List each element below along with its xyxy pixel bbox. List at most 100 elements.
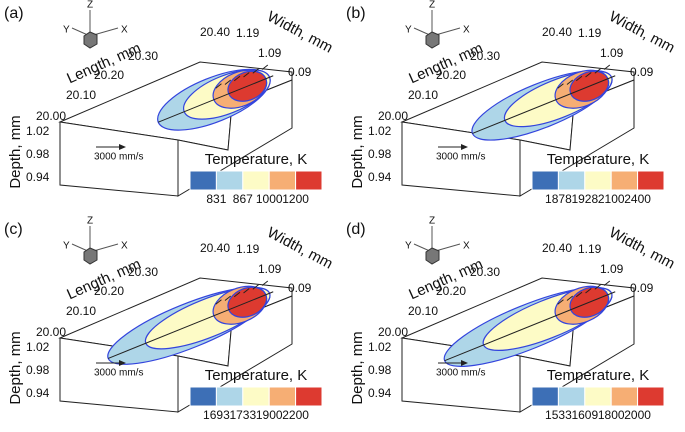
length-tick-label: 20.00 [378, 325, 408, 339]
legend-label: 1928 [571, 192, 598, 206]
legend-label: 1533 [545, 408, 572, 422]
legend-label: 2100 [598, 192, 625, 206]
velocity-label: 3000 mm/s [94, 152, 143, 163]
right-face [177, 79, 293, 197]
flow-vector [252, 68, 259, 74]
flow-vector [603, 280, 611, 286]
legend-swatch [610, 170, 639, 191]
melt-pool [443, 280, 616, 367]
length-tick-label: 20.00 [36, 325, 66, 339]
axis-x-label: X [121, 241, 128, 252]
velocity-arrow-head [461, 144, 468, 150]
depth-tick-label: 0.98 [26, 363, 50, 377]
legend-swatch [295, 386, 323, 407]
axis-z-label: Z [87, 0, 93, 11]
melt-pool [471, 64, 616, 141]
legend-swatch [215, 170, 244, 191]
depth-tick-label: 1.02 [368, 124, 392, 138]
width-tick-label: 0.09 [288, 281, 312, 295]
length-tick-label: 20.30 [470, 265, 500, 279]
legend-title: Temperature, K [547, 367, 650, 384]
melt-pool [157, 64, 274, 131]
panel-label: (b) [346, 5, 366, 22]
depth-tick-label: 0.94 [368, 386, 392, 400]
length-tick-label: 20.20 [94, 68, 124, 82]
length-tick-label: 20.30 [470, 49, 500, 63]
length-tick-label: 20.20 [94, 284, 124, 298]
axis-y-label: Y [63, 25, 70, 36]
length-tick-label: 20.10 [66, 88, 96, 102]
flow-vector [575, 75, 583, 82]
icon-cube [83, 31, 98, 49]
length-tick-label: 20.10 [66, 304, 96, 318]
legend-label: 2000 [624, 408, 651, 422]
legend-swatch [637, 170, 665, 191]
pool-axis [472, 75, 616, 134]
legend-swatch [242, 170, 270, 191]
flow-vector [224, 79, 232, 85]
velocity-label: 3000 mm/s [436, 368, 485, 379]
legend-label: 1000 [256, 192, 283, 206]
velocity-label: 3000 mm/s [436, 152, 485, 163]
length-tick-label: 20.10 [408, 304, 438, 318]
legend-swatch [242, 386, 270, 407]
width-tick-label: 1.09 [258, 46, 282, 60]
width-tick-label: 0.09 [288, 65, 312, 79]
legend-swatch [531, 170, 559, 191]
depth-label: Depth, mm [349, 115, 366, 188]
axis-icon: Z Y X [63, 0, 128, 49]
pool-axis [108, 291, 274, 359]
flow-vector [594, 284, 601, 290]
legend-label: 1878 [545, 192, 572, 206]
legend-label: 1693 [203, 408, 230, 422]
velocity-arrow-head [119, 144, 126, 150]
flow-vector [585, 288, 592, 294]
width-tick-label: 1.19 [578, 26, 602, 40]
legend-label: 1733 [229, 408, 256, 422]
legend-label: 1200 [282, 192, 309, 206]
axis-y-label: Y [405, 241, 412, 252]
flow-vector [215, 299, 222, 305]
pool-axis [158, 75, 274, 123]
axis-x-label: X [463, 241, 470, 252]
depth-label: Depth, mm [349, 331, 366, 404]
melt-pool [107, 280, 274, 365]
axis-z-label: Z [87, 216, 93, 227]
legend-swatch [295, 170, 323, 191]
legend-swatch [189, 386, 217, 407]
depth-tick-label: 1.02 [26, 124, 50, 138]
flow-vector [575, 291, 583, 298]
legend-label: 1900 [256, 408, 283, 422]
length-tick-label: 20.10 [408, 88, 438, 102]
icon-cube [425, 247, 440, 265]
depth-tick-label: 0.94 [26, 386, 50, 400]
depth-tick-label: 0.98 [368, 363, 392, 377]
flow-vector [243, 288, 250, 294]
flow-vector [557, 299, 564, 305]
axis-z-label: Z [429, 0, 435, 11]
flow-vector [233, 75, 241, 82]
width-tick-label: 1.19 [236, 242, 260, 256]
legend-label: 2400 [624, 192, 651, 206]
velocity-label: 3000 mm/s [94, 368, 143, 379]
width-tick-label: 1.09 [600, 262, 624, 276]
panel-label: (a) [4, 5, 24, 22]
right-face [519, 79, 635, 197]
depth-label: Depth, mm [7, 115, 24, 188]
flow-vector [252, 284, 259, 290]
width-tick-label: 1.09 [600, 46, 624, 60]
legend-swatch [531, 386, 559, 407]
legend-label: 831 [206, 192, 226, 206]
width-tick-label: 1.19 [578, 242, 602, 256]
velocity-arrow-head [119, 360, 126, 366]
legend-swatch [610, 386, 639, 407]
flow-vector [243, 72, 250, 78]
depth-tick-label: 0.94 [26, 170, 50, 184]
length-tick-label: 20.40 [200, 25, 230, 39]
depth-tick-label: 0.94 [368, 170, 392, 184]
right-face [519, 295, 635, 413]
length-tick-label: 20.00 [378, 109, 408, 123]
